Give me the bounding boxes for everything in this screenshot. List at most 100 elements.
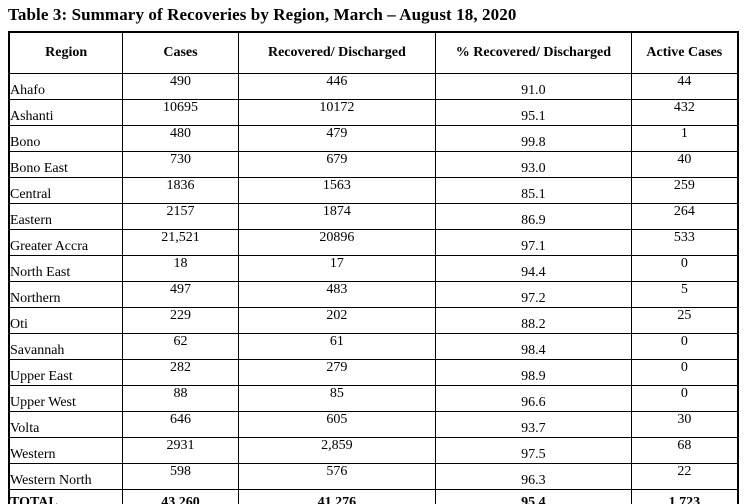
cell-pct_recovered: 97.5 xyxy=(435,437,632,464)
cell-region: Bono xyxy=(8,125,124,152)
cell-active: 0 xyxy=(630,385,739,412)
cell-region: Western xyxy=(8,437,124,464)
cell-region: Western North xyxy=(8,463,124,490)
table-row: North East 18 17 94.4 0 xyxy=(8,255,739,282)
cell-region: Ahafo xyxy=(8,73,124,100)
cell-region: Greater Accra xyxy=(8,229,124,256)
cell-active: 40 xyxy=(630,151,739,178)
cell-region: Upper East xyxy=(8,359,124,386)
cell-active: 432 xyxy=(630,99,739,126)
cell-active: 259 xyxy=(630,177,739,204)
cell-cases: 497 xyxy=(122,281,239,308)
cell-active: 30 xyxy=(630,411,739,438)
header-row: Region Cases Recovered/ Discharged% Recove… xyxy=(8,31,739,74)
cell-recovered: 61 xyxy=(237,333,437,360)
recoveries-by-region-table: Region Cases Recovered/ Discharged% Recove… xyxy=(8,31,739,504)
cell-cases: 10695 xyxy=(122,99,239,126)
cell-pct_recovered: 98.4 xyxy=(435,333,632,360)
cell-recovered: 85 xyxy=(237,385,437,412)
cell-cases: 490 xyxy=(122,73,239,100)
total-cell-active: 1,723 xyxy=(630,489,739,504)
total-cell-cases: 43,260 xyxy=(122,489,239,504)
cell-recovered: 576 xyxy=(237,463,437,490)
cell-recovered: 483 xyxy=(237,281,437,308)
total-cell-recovered: 41,276 xyxy=(237,489,437,504)
cell-active: 22 xyxy=(630,463,739,490)
cell-region: Eastern xyxy=(8,203,124,230)
cell-cases: 88 xyxy=(122,385,239,412)
column-header-active: Active Cases xyxy=(630,31,739,74)
cell-active: 5 xyxy=(630,281,739,308)
total-row: TOTAL 43,260 41,276 95.4 1,723 xyxy=(8,489,739,504)
cell-cases: 2157 xyxy=(122,203,239,230)
cell-pct_recovered: 98.9 xyxy=(435,359,632,386)
cell-pct_recovered: 97.2 xyxy=(435,281,632,308)
cell-cases: 21,521 xyxy=(122,229,239,256)
cell-active: 0 xyxy=(630,255,739,282)
cell-pct_recovered: 96.3 xyxy=(435,463,632,490)
cell-pct_recovered: 93.7 xyxy=(435,411,632,438)
table-row: Western 2931 2,859 97.5 68 xyxy=(8,437,739,464)
cell-cases: 18 xyxy=(122,255,239,282)
cell-region: Central xyxy=(8,177,124,204)
table-row: Upper East 282 279 98.9 0 xyxy=(8,359,739,386)
table-row: Ashanti 10695 10172 95.1 432 xyxy=(8,99,739,126)
cell-recovered: 20896 xyxy=(237,229,437,256)
cell-region: Bono East xyxy=(8,151,124,178)
cell-recovered: 279 xyxy=(237,359,437,386)
column-header-pct_recovered: % Recovered/ Discharged xyxy=(435,31,632,74)
cell-recovered: 10172 xyxy=(237,99,437,126)
cell-active: 533 xyxy=(630,229,739,256)
table-row: Western North 598 576 96.3 22 xyxy=(8,463,739,490)
cell-pct_recovered: 91.0 xyxy=(435,73,632,100)
total-cell-pct_recovered: 95.4 xyxy=(435,489,632,504)
cell-pct_recovered: 97.1 xyxy=(435,229,632,256)
table-row: Northern 497 483 97.2 5 xyxy=(8,281,739,308)
cell-recovered: 479 xyxy=(237,125,437,152)
cell-active: 1 xyxy=(630,125,739,152)
cell-region: Oti xyxy=(8,307,124,334)
total-cell-region: TOTAL xyxy=(8,489,124,504)
table-row: Bono 480 479 99.8 1 xyxy=(8,125,739,152)
cell-recovered: 446 xyxy=(237,73,437,100)
table-row: Central 1836 1563 85.1 259 xyxy=(8,177,739,204)
cell-pct_recovered: 86.9 xyxy=(435,203,632,230)
cell-cases: 2931 xyxy=(122,437,239,464)
cell-pct_recovered: 93.0 xyxy=(435,151,632,178)
column-header-region: Region xyxy=(8,31,124,74)
cell-pct_recovered: 96.6 xyxy=(435,385,632,412)
cell-active: 264 xyxy=(630,203,739,230)
cell-recovered: 17 xyxy=(237,255,437,282)
cell-cases: 282 xyxy=(122,359,239,386)
cell-region: Northern xyxy=(8,281,124,308)
cell-region: Savannah xyxy=(8,333,124,360)
cell-recovered: 202 xyxy=(237,307,437,334)
table-head: Region Cases Recovered/ Discharged% Recove… xyxy=(8,31,739,74)
cell-region: Ashanti xyxy=(8,99,124,126)
table-title: Table 3: Summary of Recoveries by Region… xyxy=(8,5,517,24)
table-body: Ahafo 490 446 91.0 44 Ashanti 10695 10172 95.1 43… xyxy=(8,73,739,490)
cell-cases: 598 xyxy=(122,463,239,490)
table-row: Upper West 88 85 96.6 0 xyxy=(8,385,739,412)
cell-pct_recovered: 94.4 xyxy=(435,255,632,282)
cell-active: 68 xyxy=(630,437,739,464)
table-row: Oti 229 202 88.2 25 xyxy=(8,307,739,334)
cell-recovered: 605 xyxy=(237,411,437,438)
cell-active: 0 xyxy=(630,359,739,386)
table-row: Eastern 2157 1874 86.9 264 xyxy=(8,203,739,230)
cell-region: Upper West xyxy=(8,385,124,412)
cell-cases: 1836 xyxy=(122,177,239,204)
cell-recovered: 1874 xyxy=(237,203,437,230)
table-row: Savannah 62 61 98.4 0 xyxy=(8,333,739,360)
column-header-recovered: Recovered/ Discharged xyxy=(237,31,437,74)
table-foot: TOTAL 43,260 41,276 95.4 1,723 xyxy=(8,489,739,504)
table-row: Bono East 730 679 93.0 40 xyxy=(8,151,739,178)
cell-cases: 480 xyxy=(122,125,239,152)
cell-active: 0 xyxy=(630,333,739,360)
cell-recovered: 1563 xyxy=(237,177,437,204)
cell-pct_recovered: 85.1 xyxy=(435,177,632,204)
cell-active: 44 xyxy=(630,73,739,100)
cell-cases: 229 xyxy=(122,307,239,334)
cell-region: Volta xyxy=(8,411,124,438)
